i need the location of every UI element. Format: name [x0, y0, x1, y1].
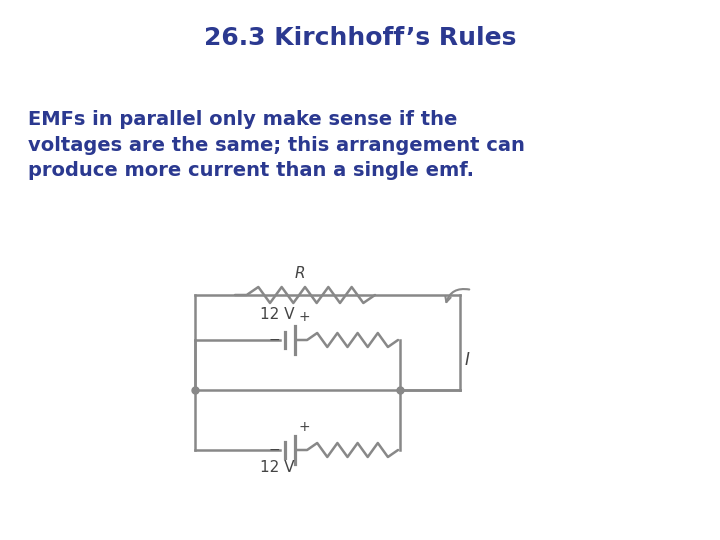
- Text: −: −: [269, 333, 280, 347]
- Text: +: +: [299, 310, 310, 324]
- Text: EMFs in parallel only make sense if the
voltages are the same; this arrangement : EMFs in parallel only make sense if the …: [28, 110, 525, 180]
- Text: 12 V: 12 V: [260, 460, 294, 475]
- Text: I: I: [465, 351, 470, 369]
- Text: −: −: [269, 443, 280, 457]
- Text: R: R: [294, 266, 305, 281]
- Text: 26.3 Kirchhoff’s Rules: 26.3 Kirchhoff’s Rules: [204, 26, 516, 50]
- Text: 12 V: 12 V: [260, 307, 294, 322]
- Text: +: +: [299, 420, 310, 434]
